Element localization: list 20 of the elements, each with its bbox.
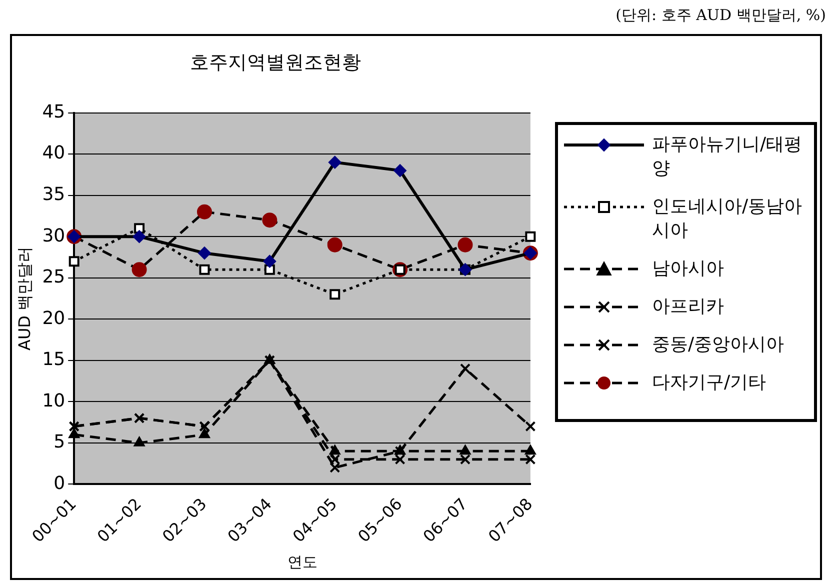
y-axis-title: AUD 백만달러 [14,246,34,351]
y-tick-label: 20 [42,308,66,329]
y-tick-label: 25 [42,266,66,288]
y-tick-label: 35 [42,184,66,205]
legend-label: 남아시아 [652,257,724,281]
y-tick-label: 40 [42,142,66,164]
y-tick-label: 0 [54,472,66,494]
y-tick-label: 30 [42,225,66,246]
y-tick-label: 15 [42,349,66,370]
chart-title: 호주지역별원조현황 [190,51,361,74]
legend-label: 파푸아뉴기니/태평양 [652,133,804,181]
text: (단위: 호주 AUD 백만달러, %) [616,6,826,25]
legend-label: 인도네시아/동남아시아 [652,195,804,243]
x-axis-title: 연도 [287,552,318,571]
legend-label: 다자기구/기타 [652,371,766,395]
y-tick-label: 10 [42,390,66,412]
y-tick-label: 5 [54,432,66,453]
y-tick-label: 45 [42,101,66,122]
legend-label: 중동/중앙아시아 [652,333,784,357]
legend-label: 아프리카 [652,295,724,319]
